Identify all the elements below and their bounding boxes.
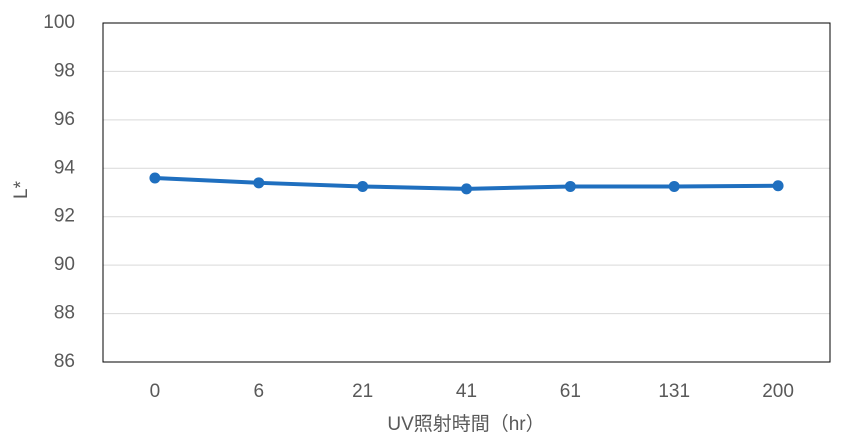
data-point [461,183,472,195]
y-tick-label: 94 [54,157,76,178]
x-tick-label: 200 [762,381,794,402]
data-point [253,177,265,189]
x-tick-label: 6 [253,381,264,402]
x-tick-label: 41 [456,381,477,402]
y-tick-label: 100 [43,12,75,33]
data-point [357,180,369,192]
x-tick-label: 0 [150,381,161,402]
y-tick-label: 86 [54,351,75,372]
y-tick-label: 88 [54,303,75,324]
data-point [564,180,576,192]
y-axis-label: L* [11,180,32,199]
data-point [149,172,161,184]
plot-frame [102,22,831,363]
y-tick-label: 90 [54,254,75,275]
x-tick-label: 131 [658,381,690,402]
y-tick-label: 96 [54,109,75,130]
data-point [668,180,680,192]
data-point [772,180,784,192]
x-axis-label: UV照射時間（hr） [387,413,544,435]
y-tick-label: 92 [54,206,75,227]
x-tick-label: 61 [560,381,581,402]
x-tick-label: 21 [352,381,373,402]
y-tick-label: 98 [54,60,75,81]
